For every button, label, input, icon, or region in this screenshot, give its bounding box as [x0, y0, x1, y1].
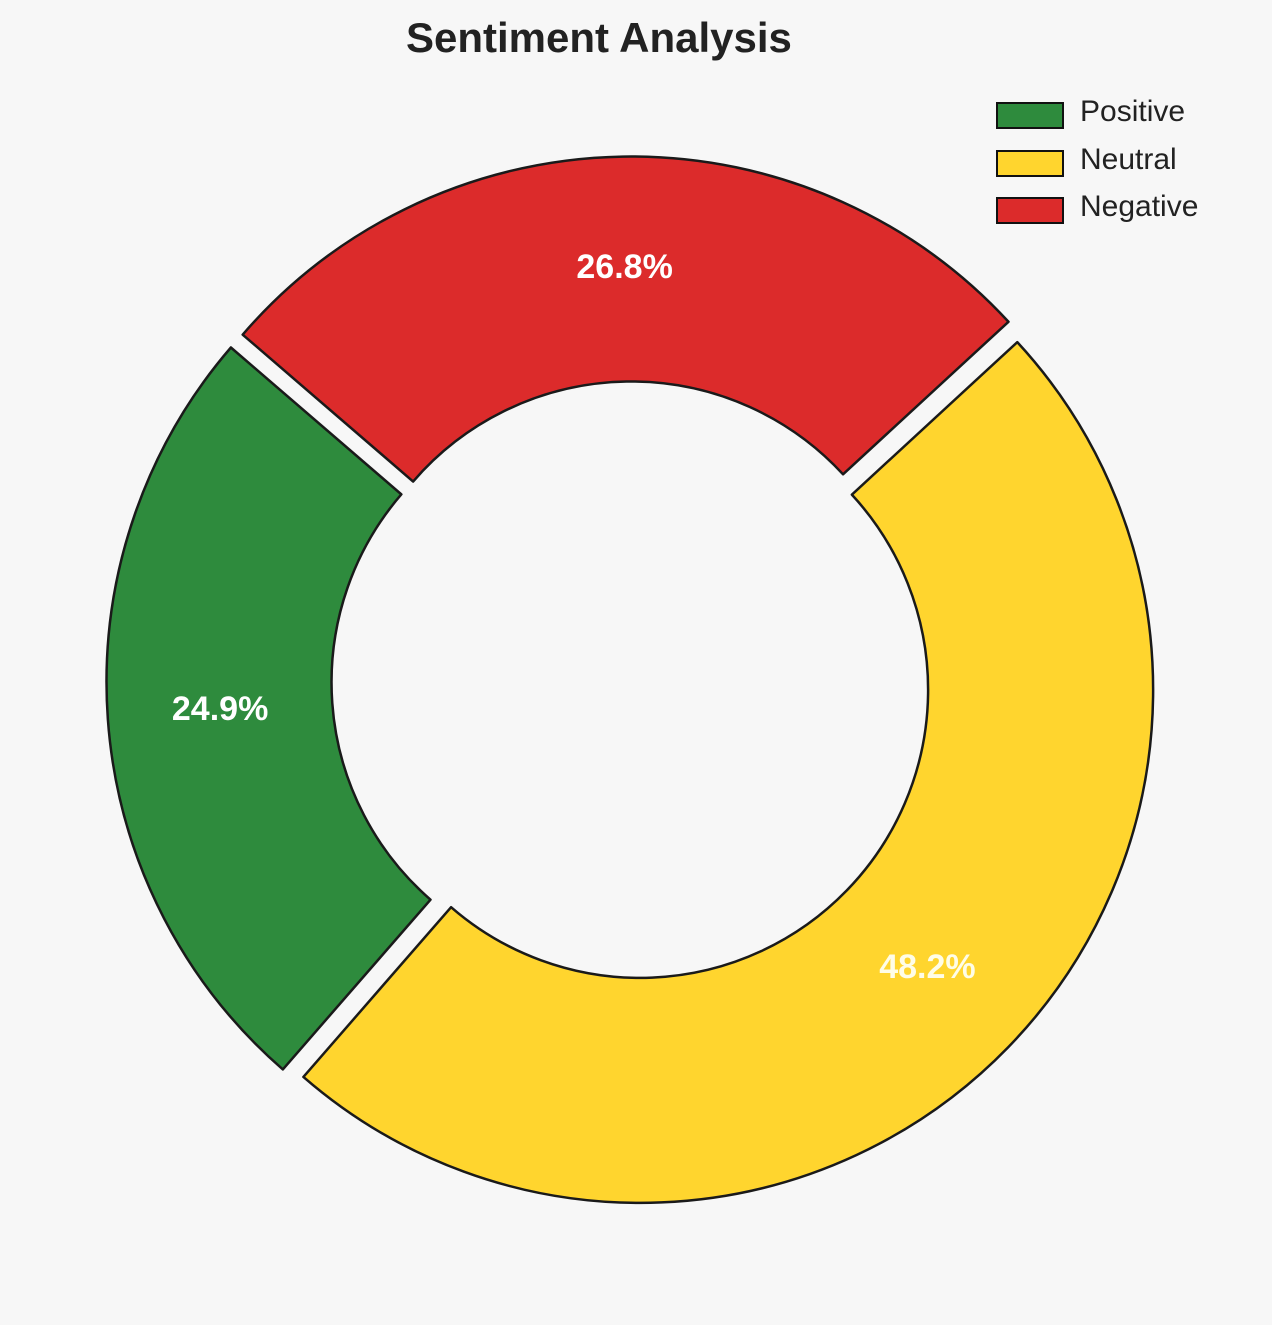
svg-text:24.9%: 24.9% [172, 690, 268, 728]
svg-text:26.8%: 26.8% [576, 248, 672, 286]
svg-text:48.2%: 48.2% [879, 948, 975, 986]
